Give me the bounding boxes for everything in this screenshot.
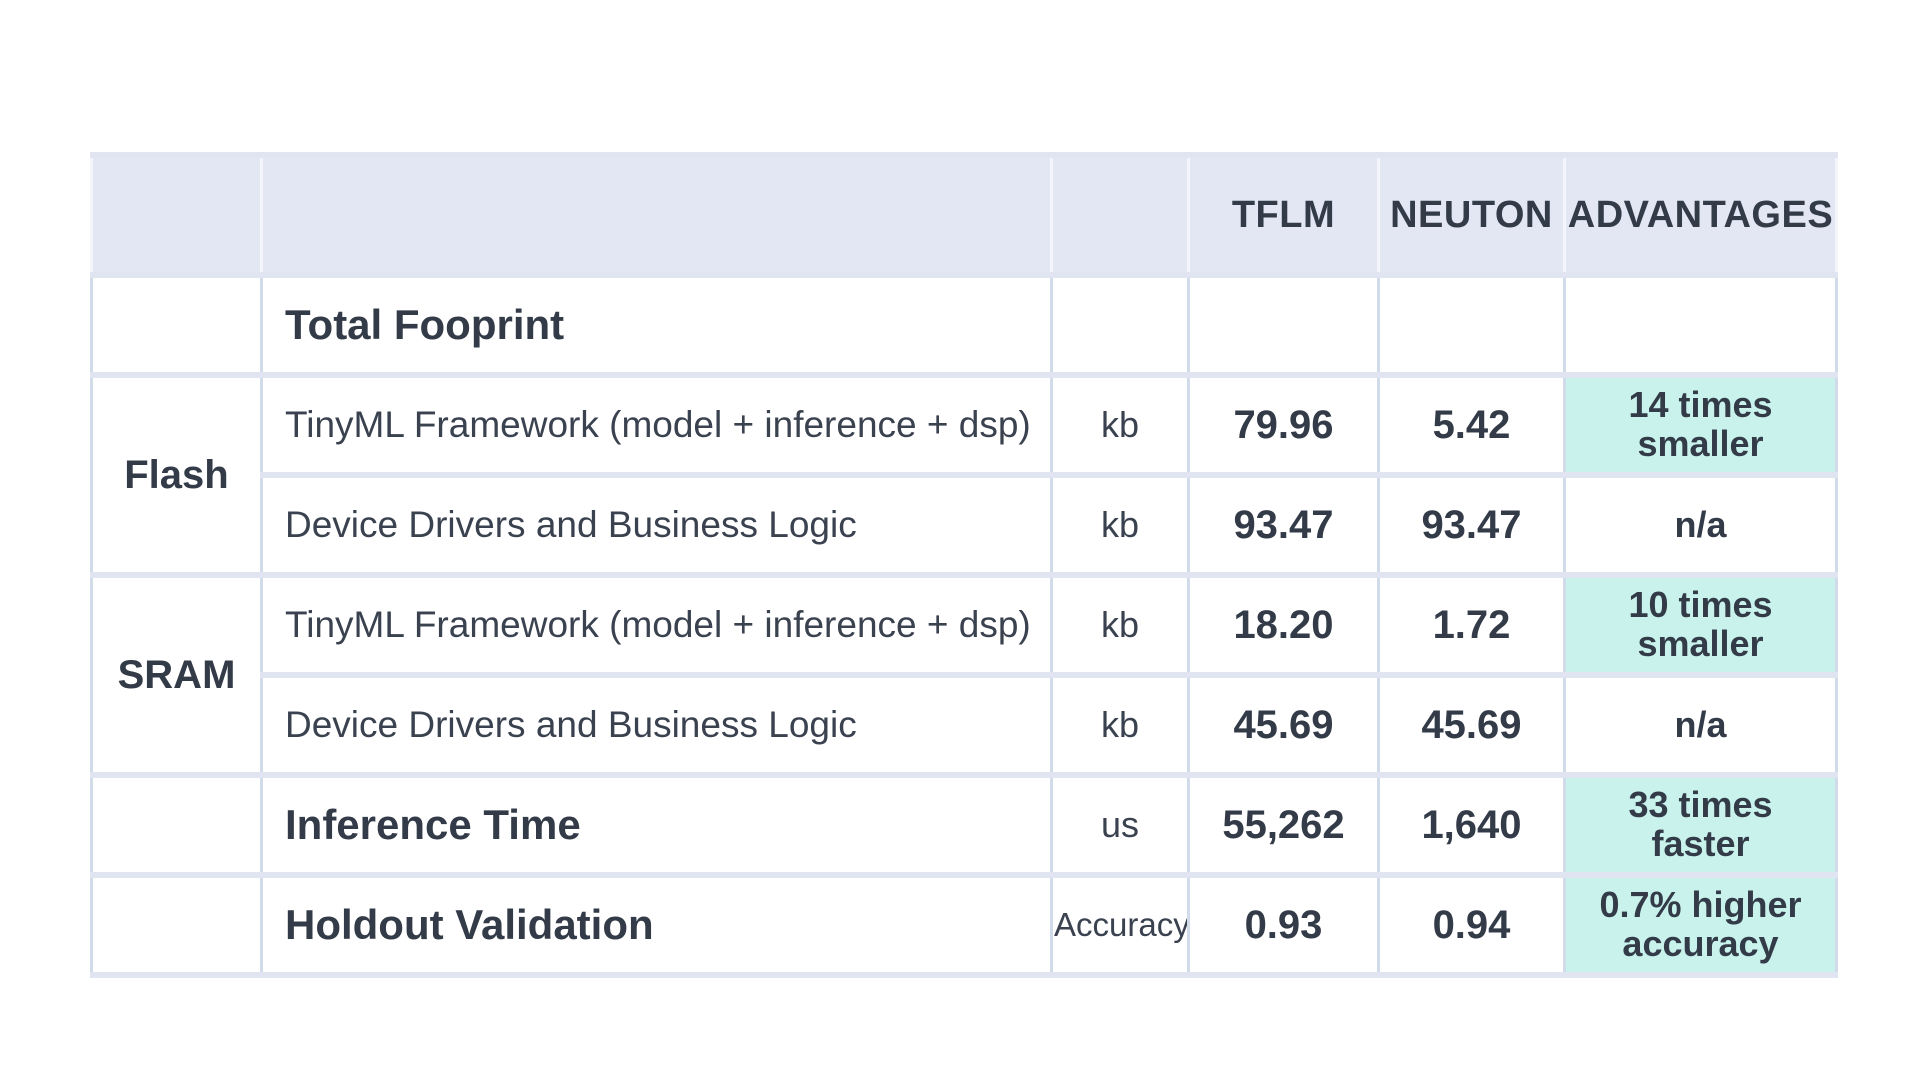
advantage-cell-highlight: 0.7% higher accuracy xyxy=(1563,872,1838,978)
table-row-total-footprint: Total Fooprint xyxy=(90,272,1838,378)
metric-label: Inference Time xyxy=(260,772,1053,878)
tflm-value: 45.69 xyxy=(1187,672,1380,778)
group-cell-empty xyxy=(90,272,263,378)
advantage-text-line1: 14 times xyxy=(1628,384,1773,426)
group-cell-sram: SRAM xyxy=(90,572,263,778)
neuton-value: 1,640 xyxy=(1377,772,1566,878)
unit-cell: kb xyxy=(1050,372,1190,478)
tflm-value: 93.47 xyxy=(1187,472,1380,578)
tflm-value: 55,262 xyxy=(1187,772,1380,878)
neuton-value: 93.47 xyxy=(1377,472,1566,578)
neuton-value: 0.94 xyxy=(1377,872,1566,978)
group-cell-empty xyxy=(90,772,263,878)
advantage-cell-highlight: 14 times smaller xyxy=(1563,372,1838,478)
tflm-value: 79.96 xyxy=(1187,372,1380,478)
metric-label: Device Drivers and Business Logic xyxy=(260,672,1053,778)
advantage-text: n/a xyxy=(1674,703,1727,745)
advantage-text-line2: smaller xyxy=(1637,623,1764,664)
comparison-table: TFLM NEUTON ADVANTAGES Total Fooprint Fl… xyxy=(90,152,1838,978)
table-row-inference-time: Inference Time us 55,262 1,640 33 times … xyxy=(90,772,1838,878)
metric-label: TinyML Framework (model + inference + ds… xyxy=(260,572,1053,678)
advantage-text-line1: 33 times xyxy=(1628,784,1773,826)
metric-label: Total Fooprint xyxy=(260,272,1053,378)
table-row-flash-drivers: Device Drivers and Business Logic kb 93.… xyxy=(92,472,1838,578)
advantage-cell xyxy=(1563,272,1838,378)
neuton-value: 45.69 xyxy=(1377,672,1566,778)
unit-cell: kb xyxy=(1050,672,1190,778)
group-cell-empty xyxy=(90,872,263,978)
advantage-cell-highlight: 10 times smaller xyxy=(1563,572,1838,678)
table-row-holdout-validation: Holdout Validation Accuracy 0.93 0.94 0.… xyxy=(90,872,1838,978)
unit-cell xyxy=(1050,272,1190,378)
neuton-value: 5.42 xyxy=(1377,372,1566,478)
table-row-flash-tinyml: Flash TinyML Framework (model + inferenc… xyxy=(90,372,1838,578)
col-header-neuton: NEUTON xyxy=(1377,152,1566,278)
unit-cell: us xyxy=(1050,772,1190,878)
tflm-value xyxy=(1187,272,1380,378)
metric-label: Holdout Validation xyxy=(260,872,1053,978)
table-row-sram-drivers: Device Drivers and Business Logic kb 45.… xyxy=(92,672,1838,778)
header-group-blank xyxy=(90,152,263,278)
header-unit-blank xyxy=(1050,152,1190,278)
neuton-value xyxy=(1377,272,1566,378)
unit-cell: Accuracy xyxy=(1050,872,1190,978)
neuton-value: 1.72 xyxy=(1377,572,1566,678)
advantage-text-line1: 0.7% higher xyxy=(1599,884,1802,926)
advantage-text-line2: smaller xyxy=(1637,423,1764,464)
header-row: TFLM NEUTON ADVANTAGES xyxy=(90,152,1838,278)
advantage-cell-na: n/a xyxy=(1563,672,1838,778)
table-row-sram-tinyml: SRAM TinyML Framework (model + inference… xyxy=(90,572,1838,778)
metric-label: TinyML Framework (model + inference + ds… xyxy=(260,372,1053,478)
tflm-value: 18.20 xyxy=(1187,572,1380,678)
col-header-advantages: ADVANTAGES xyxy=(1563,152,1838,278)
advantage-text-line1: 10 times xyxy=(1628,584,1773,626)
unit-cell: kb xyxy=(1050,572,1190,678)
metric-label: Device Drivers and Business Logic xyxy=(260,472,1053,578)
advantage-cell-na: n/a xyxy=(1563,472,1838,578)
advantage-text: n/a xyxy=(1674,503,1727,545)
col-header-tflm: TFLM xyxy=(1187,152,1380,278)
group-cell-flash: Flash xyxy=(90,372,263,578)
advantage-cell-highlight: 33 times faster xyxy=(1563,772,1838,878)
header-metric-blank xyxy=(260,152,1053,278)
unit-cell: kb xyxy=(1050,472,1190,578)
tflm-value: 0.93 xyxy=(1187,872,1380,978)
advantage-text-line2: faster xyxy=(1651,823,1750,864)
advantage-text-line2: accuracy xyxy=(1622,923,1779,964)
